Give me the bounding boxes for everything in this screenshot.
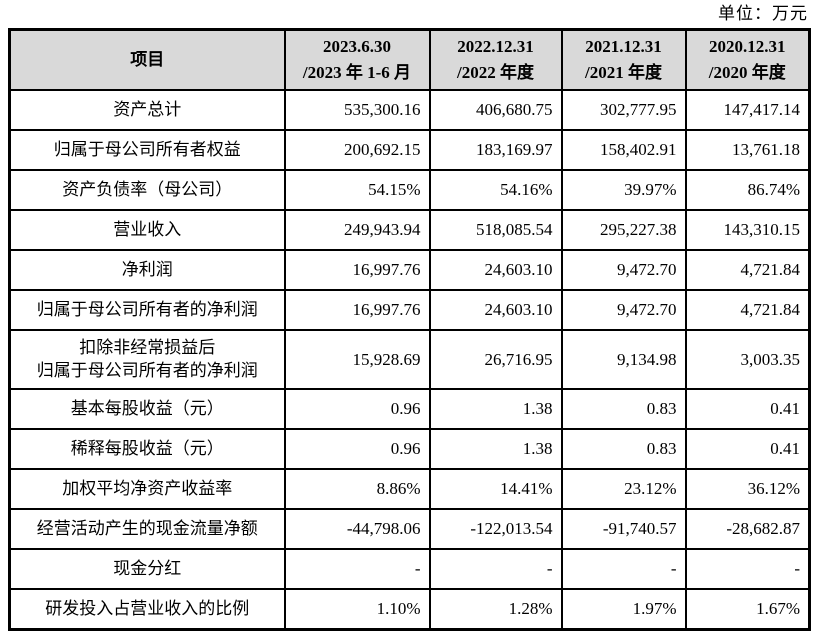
row-value: 147,417.14 [684,89,811,131]
row-value: 14.41% [428,468,563,510]
table-row: 资产负债率（母公司） 54.15% 54.16% 39.97% 86.74% [8,169,811,211]
row-value: - [684,548,811,590]
header-period-date: 2020.12.31 [709,36,786,56]
row-value: -91,740.57 [560,508,687,550]
row-value: 158,402.91 [560,129,687,171]
row-value: 4,721.84 [684,249,811,291]
table-row: 基本每股收益（元） 0.96 1.38 0.83 0.41 [8,388,811,430]
row-value: - [560,548,687,590]
row-value: 249,943.94 [283,209,431,251]
header-period-span: /2020 年度 [708,63,786,82]
row-value: 13,761.18 [684,129,811,171]
row-value: 183,169.97 [428,129,563,171]
row-value: 0.83 [560,388,687,430]
table-row: 加权平均净资产收益率 8.86% 14.41% 23.12% 36.12% [8,468,811,510]
row-value: 24,603.10 [428,249,563,291]
row-value: 1.67% [684,588,811,631]
row-value: 9,472.70 [560,249,687,291]
header-period-date: 2021.12.31 [585,36,662,56]
row-label: 归属于母公司所有者权益 [8,129,286,171]
row-value: 15,928.69 [283,329,431,390]
row-value: 295,227.38 [560,209,687,251]
header-period-2020: 2020.12.31 /2020 年度 [684,28,811,91]
row-value: 1.38 [428,428,563,470]
table-row: 稀释每股收益（元） 0.96 1.38 0.83 0.41 [8,428,811,470]
row-label: 归属于母公司所有者的净利润 [8,289,286,331]
row-value: 23.12% [560,468,687,510]
table-row: 扣除非经常损益后 归属于母公司所有者的净利润 15,928.69 26,716.95 9… [8,329,811,390]
table-row: 营业收入 249,943.94 518,085.54 295,227.38 143,31… [8,209,811,251]
row-value: 143,310.15 [684,209,811,251]
row-value: 86.74% [684,169,811,211]
row-value: 16,997.76 [283,249,431,291]
row-value: 54.16% [428,169,563,211]
row-value: -28,682.87 [684,508,811,550]
row-value: 9,134.98 [560,329,687,390]
row-label: 现金分红 [8,548,286,590]
row-value: 3,003.35 [684,329,811,390]
row-label: 研发投入占营业收入的比例 [8,588,286,631]
row-label: 资产负债率（母公司） [8,169,286,211]
header-period-2022: 2022.12.31 /2022 年度 [428,28,563,91]
header-row: 项目 2023.6.30 /2023 年 1-6 月 2022.12.31 /2… [8,28,811,91]
row-label: 稀释每股收益（元） [8,428,286,470]
row-value: 200,692.15 [283,129,431,171]
financial-summary-table: 项目 2023.6.30 /2023 年 1-6 月 2022.12.31 /2… [8,28,811,631]
table-row: 归属于母公司所有者权益 200,692.15 183,169.97 158,402.9… [8,129,811,171]
row-value: - [428,548,563,590]
row-value: -122,013.54 [428,508,563,550]
row-label: 扣除非经常损益后 归属于母公司所有者的净利润 [8,329,286,390]
row-value: 0.96 [283,428,431,470]
row-value: 9,472.70 [560,289,687,331]
row-value: 4,721.84 [684,289,811,331]
table-header: 项目 2023.6.30 /2023 年 1-6 月 2022.12.31 /2… [8,28,811,91]
row-value: 1.97% [560,588,687,631]
table-body: 资产总计 535,300.16 406,680.75 302,777.95 147,41… [8,89,811,631]
row-value: 0.41 [684,388,811,430]
row-value: 16,997.76 [283,289,431,331]
table-row: 净利润 16,997.76 24,603.10 9,472.70 4,721.84 [8,249,811,291]
row-label: 经营活动产生的现金流量净额 [8,508,286,550]
row-value: 39.97% [560,169,687,211]
row-value: - [283,548,431,590]
row-value: 1.38 [428,388,563,430]
header-item-column: 项目 [8,28,286,91]
row-label: 基本每股收益（元） [8,388,286,430]
table-row: 现金分红 - - - - [8,548,811,590]
row-value: 406,680.75 [428,89,563,131]
header-period-span: /2023 年 1-6 月 [302,63,412,82]
row-value: 535,300.16 [283,89,431,131]
row-label: 营业收入 [8,209,286,251]
header-period-date: 2023.6.30 [323,36,391,56]
row-value: 302,777.95 [560,89,687,131]
row-value: 54.15% [283,169,431,211]
row-label: 加权平均净资产收益率 [8,468,286,510]
row-label: 资产总计 [8,89,286,131]
row-value: 1.10% [283,588,431,631]
row-value: 518,085.54 [428,209,563,251]
row-value: 8.86% [283,468,431,510]
row-value: 0.41 [684,428,811,470]
table-row: 经营活动产生的现金流量净额 -44,798.06 -122,013.54 -91,74… [8,508,811,550]
header-period-date: 2022.12.31 [457,36,534,56]
header-period-2021: 2021.12.31 /2021 年度 [560,28,687,91]
row-value: 26,716.95 [428,329,563,390]
unit-label: 单位：万元 [718,4,808,23]
table-row: 归属于母公司所有者的净利润 16,997.76 24,603.10 9,472.70 4… [8,289,811,331]
row-value: 24,603.10 [428,289,563,331]
row-value: -44,798.06 [283,508,431,550]
header-period-2023: 2023.6.30 /2023 年 1-6 月 [283,28,431,91]
row-value: 0.83 [560,428,687,470]
row-label: 净利润 [8,249,286,291]
row-value: 0.96 [283,388,431,430]
row-value: 1.28% [428,588,563,631]
table-row: 研发投入占营业收入的比例 1.10% 1.28% 1.97% 1.67% [8,588,811,631]
header-period-span: /2022 年度 [457,63,534,82]
row-value: 36.12% [684,468,811,510]
header-period-span: /2021 年度 [585,63,662,82]
table-row: 资产总计 535,300.16 406,680.75 302,777.95 147,41… [8,89,811,131]
